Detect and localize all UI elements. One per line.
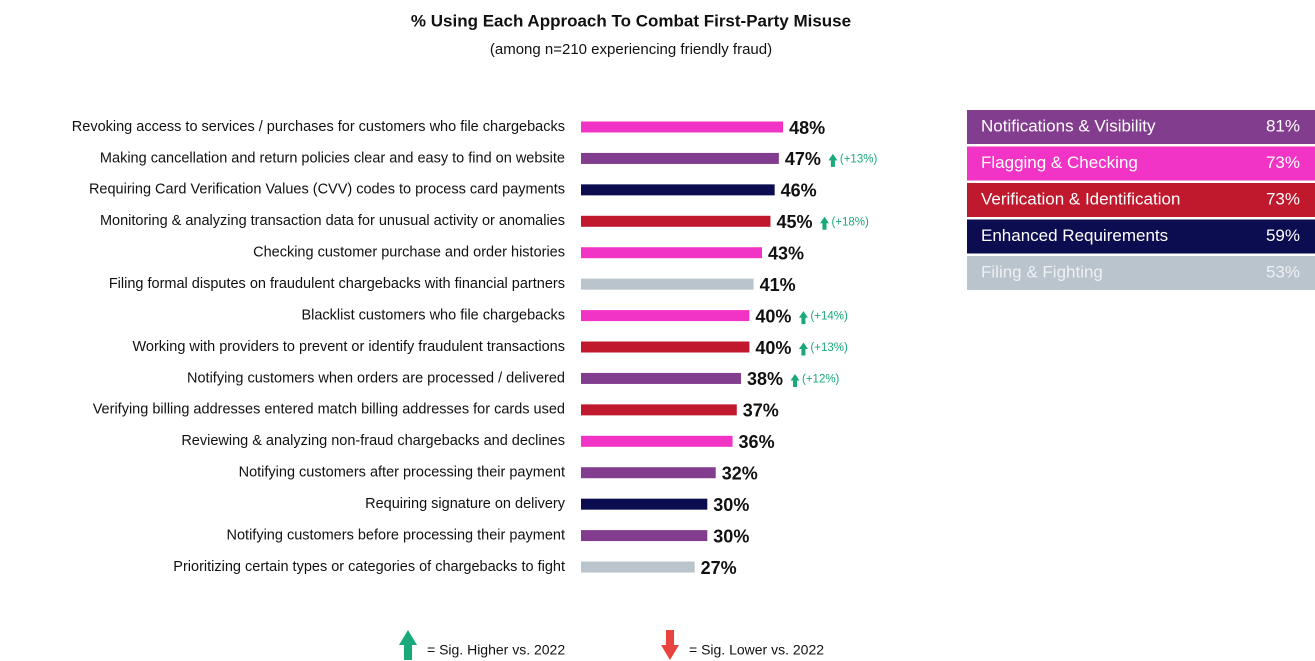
legend-value: 59% bbox=[1266, 226, 1300, 245]
category-label: Checking customer purchase and order his… bbox=[253, 245, 565, 261]
bar bbox=[581, 372, 741, 384]
category-label: Blacklist customers who file chargebacks bbox=[301, 307, 565, 323]
category-label: Reviewing & analyzing non-fraud chargeba… bbox=[181, 433, 565, 449]
value-label: 45% bbox=[776, 212, 812, 232]
value-label: 47% bbox=[785, 149, 821, 169]
key-label: = Sig. Higher vs. 2022 bbox=[427, 642, 565, 658]
bar bbox=[581, 215, 771, 227]
category-label: Filing formal disputes on fraudulent cha… bbox=[109, 276, 565, 292]
category-label: Working with providers to prevent or ide… bbox=[132, 339, 565, 355]
legend-value: 73% bbox=[1266, 153, 1300, 172]
category-label: Requiring Card Verification Values (CVV)… bbox=[89, 182, 565, 198]
arrow bbox=[798, 311, 808, 325]
legend-box bbox=[967, 183, 1315, 217]
value-label: 36% bbox=[739, 432, 775, 452]
category-label: Notifying customers after processing the… bbox=[239, 465, 565, 481]
value-label: 40% bbox=[755, 338, 791, 358]
category-label: Prioritizing certain types or categories… bbox=[173, 559, 565, 575]
bar bbox=[581, 278, 754, 290]
arrow bbox=[819, 216, 829, 230]
bar bbox=[581, 530, 708, 542]
value-label: 27% bbox=[701, 558, 737, 578]
legend-box bbox=[967, 219, 1315, 254]
arrow bbox=[828, 153, 838, 167]
value-label: 46% bbox=[781, 181, 817, 201]
category-label: Making cancellation and return policies … bbox=[100, 150, 565, 166]
category-label: Notifying customers before processing th… bbox=[227, 527, 566, 543]
bar bbox=[581, 121, 784, 133]
chart-title: % Using Each Approach To Combat First-Pa… bbox=[411, 11, 851, 30]
category-label: Notifying customers when orders are proc… bbox=[187, 370, 565, 386]
bar bbox=[581, 561, 695, 573]
legend-name: Filing & Fighting bbox=[981, 262, 1103, 281]
value-label: 30% bbox=[713, 526, 749, 546]
value-label: 41% bbox=[760, 275, 796, 295]
legend-name: Notifications & Visibility bbox=[981, 116, 1156, 135]
legend-box bbox=[967, 146, 1315, 181]
bar bbox=[581, 184, 775, 196]
change-label: (+13%) bbox=[840, 153, 878, 165]
key-label: = Sig. Lower vs. 2022 bbox=[689, 642, 824, 658]
change-label: (+14%) bbox=[810, 311, 848, 323]
value-label: 30% bbox=[713, 495, 749, 515]
arrow bbox=[798, 342, 808, 356]
legend-name: Verification & Identification bbox=[981, 189, 1180, 208]
bar bbox=[581, 467, 716, 479]
category-label: Requiring signature on delivery bbox=[365, 496, 566, 512]
change-label: (+12%) bbox=[802, 373, 840, 385]
category-label: Verifying billing addresses entered matc… bbox=[93, 402, 565, 418]
arrow bbox=[790, 373, 800, 387]
legend-name: Flagging & Checking bbox=[981, 153, 1138, 172]
bar bbox=[581, 341, 750, 353]
value-label: 38% bbox=[747, 369, 783, 389]
arrow bbox=[661, 630, 679, 660]
value-label: 37% bbox=[743, 401, 779, 421]
category-label: Revoking access to services / purchases … bbox=[72, 119, 565, 135]
value-label: 40% bbox=[755, 306, 791, 326]
bar bbox=[581, 310, 750, 322]
legend-value: 81% bbox=[1266, 116, 1300, 135]
legend-value: 73% bbox=[1266, 189, 1300, 208]
bar bbox=[581, 435, 733, 447]
bar bbox=[581, 498, 708, 510]
category-label: Monitoring & analyzing transaction data … bbox=[100, 213, 565, 229]
bar bbox=[581, 152, 779, 164]
value-label: 48% bbox=[789, 118, 825, 138]
legend-value: 53% bbox=[1266, 262, 1300, 281]
change-label: (+18%) bbox=[831, 216, 869, 228]
value-label: 32% bbox=[722, 463, 758, 483]
value-label: 43% bbox=[768, 243, 804, 263]
bar bbox=[581, 404, 737, 416]
chart-subtitle: (among n=210 experiencing friendly fraud… bbox=[490, 41, 772, 58]
legend-box bbox=[967, 256, 1315, 290]
change-label: (+13%) bbox=[810, 342, 848, 354]
legend-box bbox=[967, 110, 1315, 144]
legend-name: Enhanced Requirements bbox=[981, 226, 1168, 245]
bar bbox=[581, 247, 763, 259]
arrow bbox=[399, 630, 417, 660]
